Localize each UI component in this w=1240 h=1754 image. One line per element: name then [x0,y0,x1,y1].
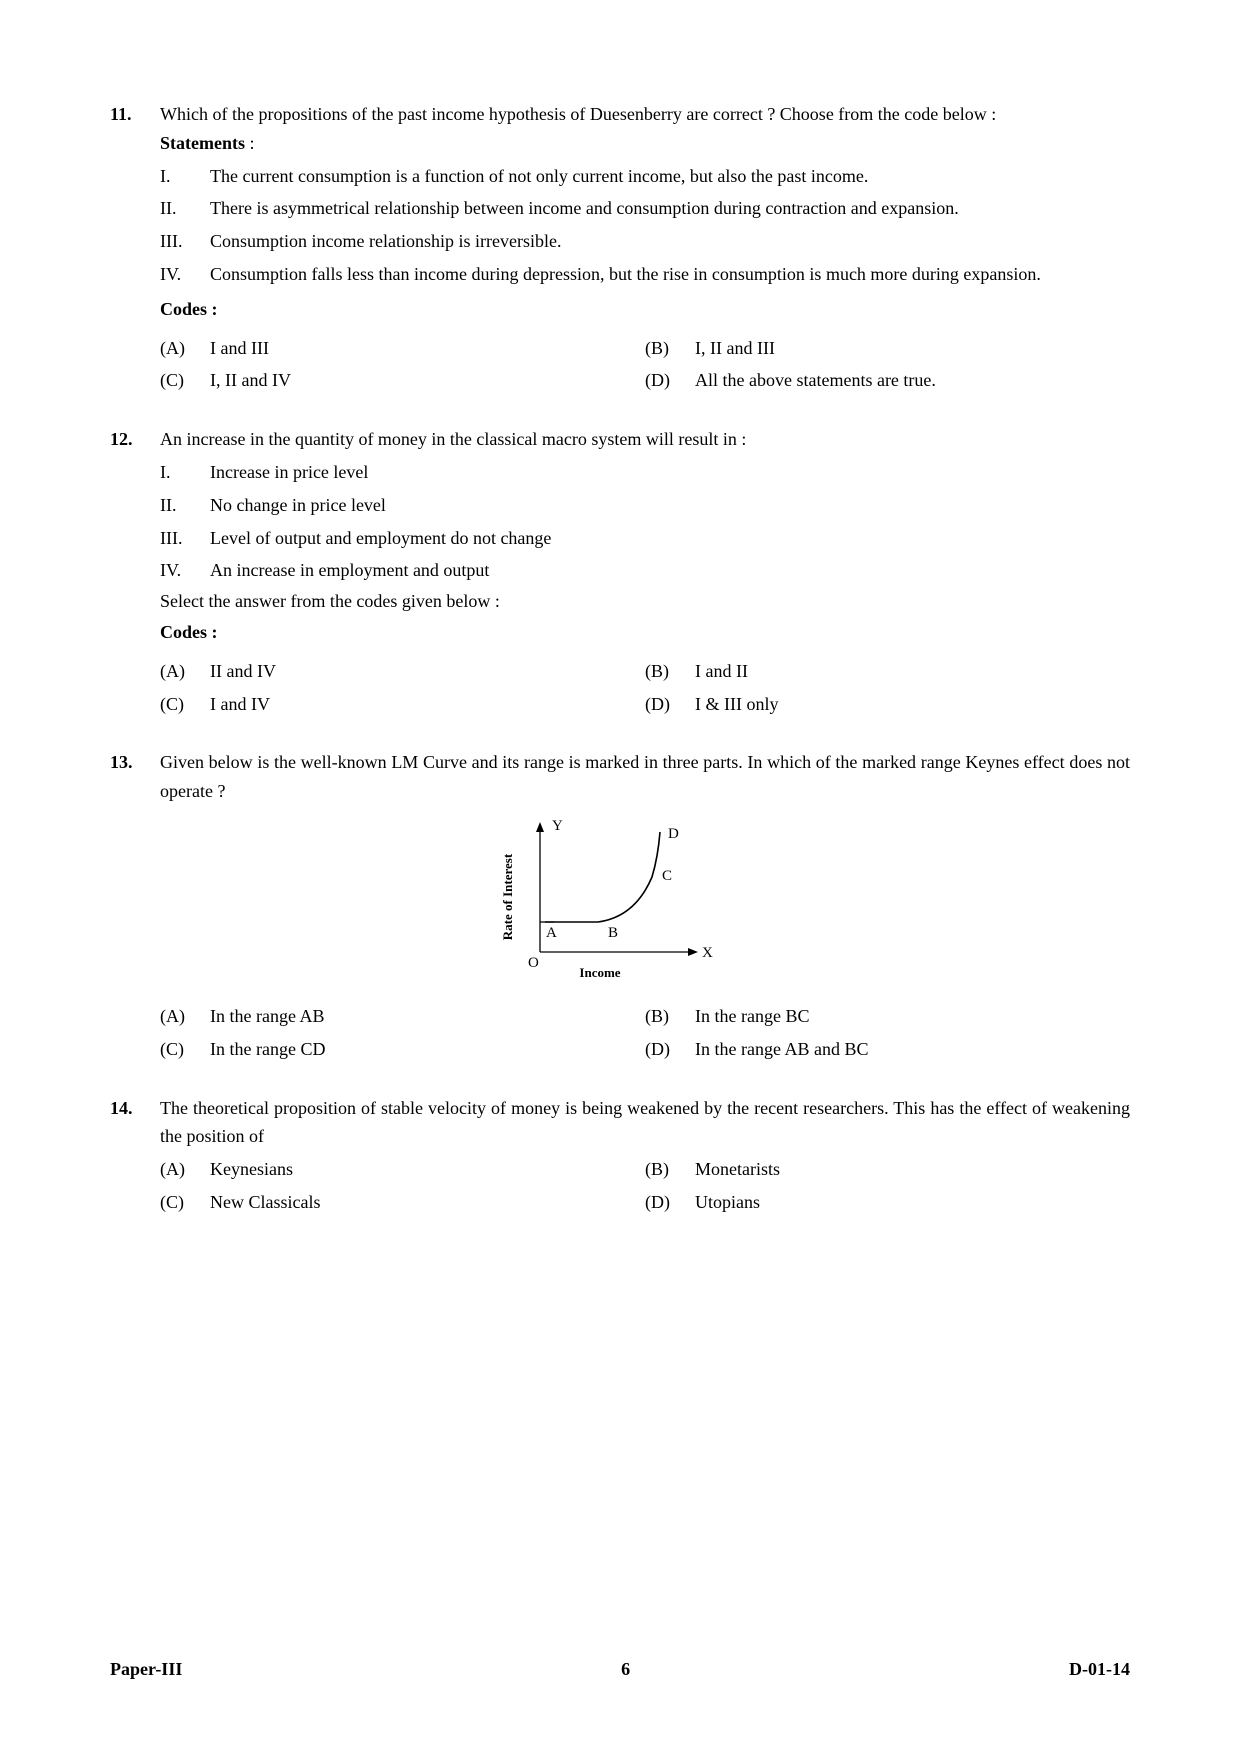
q11-opt-c-text: I, II and IV [210,366,645,395]
q14-text: The theoretical proposition of stable ve… [160,1094,1130,1152]
question-13: 13. Given below is the well-known LM Cur… [110,748,1130,1063]
q12-opt-d-label: (D) [645,690,695,719]
x-axis-arrow-icon [688,948,698,956]
q11-stmt-ii-text: There is asymmetrical relationship betwe… [210,194,1130,223]
stmt-colon: : [245,133,255,153]
footer-center: 6 [621,1655,630,1684]
q11-stmt-iii-label: III. [160,227,210,256]
q12-opt-c-text: I and IV [210,690,645,719]
q11-stmt-heading: Statements : [160,129,1130,158]
q14-opt-a-label: (A) [160,1155,210,1184]
q11-stmt-i-label: I. [160,162,210,191]
q12-opt-c-label: (C) [160,690,210,719]
q14-opt-c-label: (C) [160,1188,210,1217]
q11-stmt-iv-text: Consumption falls less than income durin… [210,260,1130,289]
q14-opt-d-text: Utopians [695,1188,1130,1217]
q12-stmt-iv-label: IV. [160,556,210,585]
page-footer: Paper-III 6 D-01-14 [110,1655,1130,1684]
q11-codes-heading: Codes : [160,295,1130,324]
footer-left: Paper-III [110,1655,182,1684]
q14-opt-d-label: (D) [645,1188,695,1217]
q12-number: 12. [110,425,160,454]
q11-stmt-iv-label: IV. [160,260,210,289]
q12-opt-b-label: (B) [645,657,695,686]
q14-opt-b-text: Monetarists [695,1155,1130,1184]
q11-number: 11. [110,100,160,129]
q12-stmt-iv-text: An increase in employment and output [210,556,1130,585]
lm-curve-line [545,832,660,922]
q11-opt-a-label: (A) [160,334,210,363]
q12-opt-a-label: (A) [160,657,210,686]
q12-codes-heading: Codes : [160,618,1130,647]
q13-opt-c-label: (C) [160,1035,210,1064]
q11-text: Which of the propositions of the past in… [160,100,1130,129]
q11-opt-d-label: (D) [645,366,695,395]
q11-stmt-iii-text: Consumption income relationship is irrev… [210,227,1130,256]
point-c-label: C [662,868,672,884]
q13-opt-b-label: (B) [645,1002,695,1031]
x-axis-label: Income [579,965,620,980]
footer-right: D-01-14 [1069,1655,1130,1684]
q11-opt-d-text: All the above statements are true. [695,366,1130,395]
q13-opt-a-text: In the range AB [210,1002,645,1031]
q12-opt-d-text: I & III only [695,690,1130,719]
q13-opt-a-label: (A) [160,1002,210,1031]
q11-opt-b-text: I, II and III [695,334,1130,363]
q12-stmt-iii-label: III. [160,524,210,553]
question-12: 12. An increase in the quantity of money… [110,425,1130,718]
q13-text: Given below is the well-known LM Curve a… [160,748,1130,806]
q12-opt-a-text: II and IV [210,657,645,686]
question-14: 14. The theoretical proposition of stabl… [110,1094,1130,1217]
y-axis-arrow-icon [536,822,544,832]
y-axis-label: Rate of Interest [500,853,515,940]
stmt-heading-label: Statements [160,133,245,153]
q13-opt-d-text: In the range AB and BC [695,1035,1130,1064]
q12-stmt-ii-text: No change in price level [210,491,1130,520]
q11-opt-a-text: I and III [210,334,645,363]
q11-stmt-i-text: The current consumption is a function of… [210,162,1130,191]
point-d-label: D [668,826,679,842]
q12-stmt-ii-label: II. [160,491,210,520]
lm-curve-chart: Rate of Interest Y X O A B C D Income [490,812,750,992]
q14-opt-a-text: Keynesians [210,1155,645,1184]
q12-stmt-i-text: Increase in price level [210,458,1130,487]
origin-label: O [528,955,539,971]
q12-opt-b-text: I and II [695,657,1130,686]
q13-opt-b-text: In the range BC [695,1002,1130,1031]
q12-stmt-iii-text: Level of output and employment do not ch… [210,524,1130,553]
q14-opt-b-label: (B) [645,1155,695,1184]
q14-opt-c-text: New Classicals [210,1188,645,1217]
q11-opt-b-label: (B) [645,334,695,363]
q12-text: An increase in the quantity of money in … [160,425,1130,454]
y-tick-label: Y [552,818,563,834]
q12-stmt-i-label: I. [160,458,210,487]
point-b-label: B [608,925,618,941]
x-tick-label: X [702,945,713,961]
q13-opt-c-text: In the range CD [210,1035,645,1064]
q13-opt-d-label: (D) [645,1035,695,1064]
q11-stmt-ii-label: II. [160,194,210,223]
q14-number: 14. [110,1094,160,1123]
q12-select-text: Select the answer from the codes given b… [160,587,1130,616]
point-a-label: A [546,925,557,941]
q13-number: 13. [110,748,160,777]
q11-opt-c-label: (C) [160,366,210,395]
question-11: 11. Which of the propositions of the pas… [110,100,1130,395]
